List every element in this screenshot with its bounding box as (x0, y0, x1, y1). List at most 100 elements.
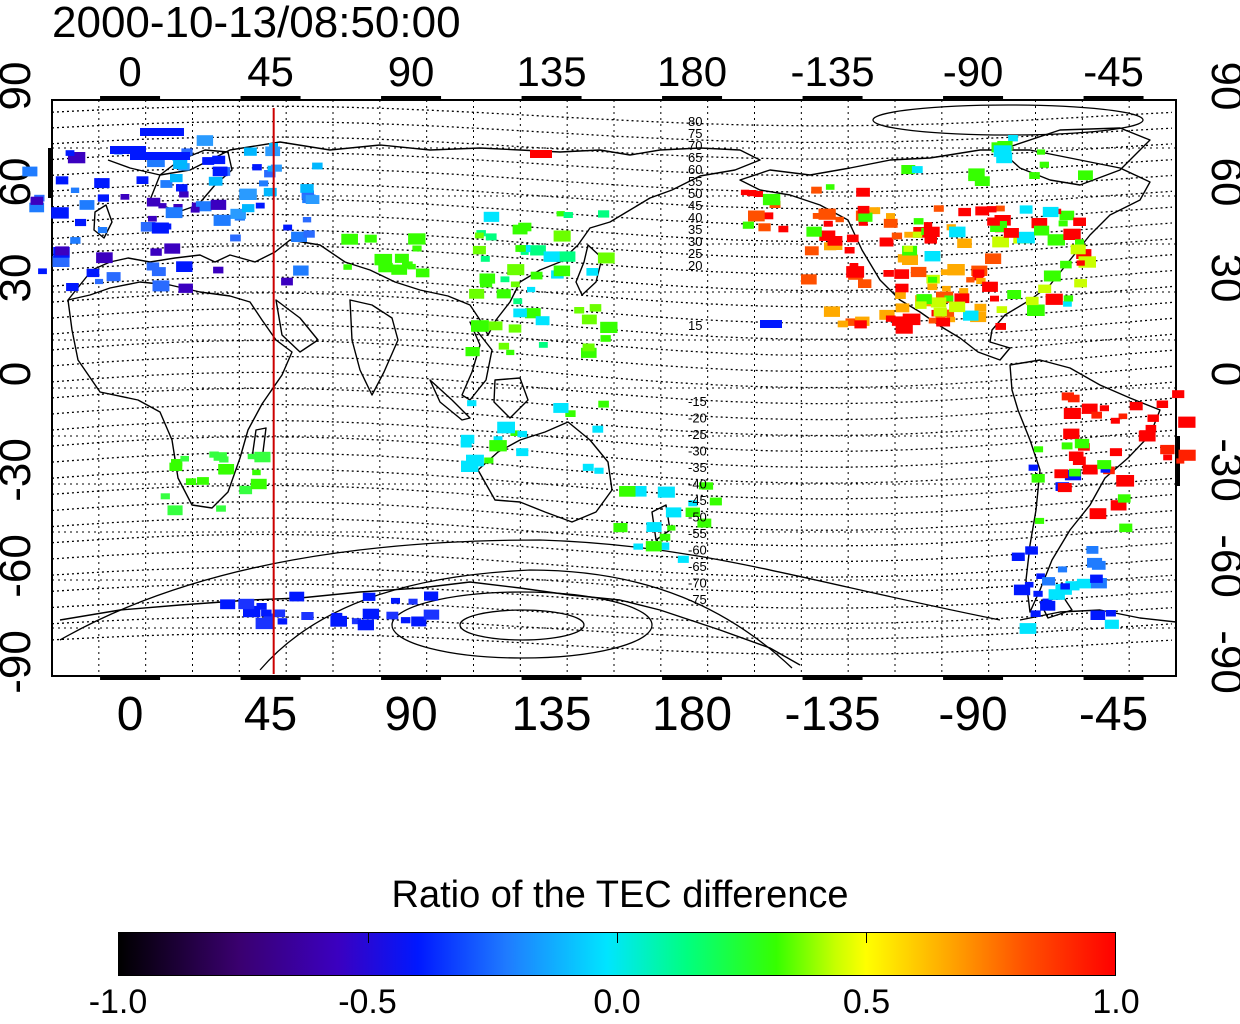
tec-cell (574, 307, 585, 314)
contour-label: -50 (688, 510, 707, 525)
tec-cell (942, 285, 951, 292)
tec-cell (1074, 279, 1087, 288)
tec-cell (949, 301, 966, 313)
contour-line (51, 550, 1173, 578)
tec-cell (469, 288, 485, 299)
tec-cell (300, 184, 314, 193)
coast-south-america (1009, 359, 1161, 613)
lon-tick-label-top: -45 (1083, 48, 1144, 95)
tec-cell (891, 232, 903, 240)
tec-cell (1082, 464, 1098, 475)
tec-cell (394, 253, 409, 263)
lon-tick-label-bottom: 90 (384, 688, 437, 741)
tec-cell (341, 233, 358, 245)
tec-cell (858, 219, 868, 226)
tec-cell (497, 421, 515, 434)
lon-tick-label-top: -135 (791, 48, 875, 95)
tec-cell (923, 222, 933, 228)
tec-cell (1060, 583, 1070, 590)
tec-cell (597, 252, 615, 264)
tec-cell (1073, 217, 1086, 226)
tec-cell (220, 599, 236, 610)
colorbar-tick-label: 0.5 (842, 983, 891, 1021)
tec-cell (974, 303, 987, 312)
tec-cell (1019, 205, 1033, 214)
lon-tick-label-bottom: -45 (1079, 688, 1148, 741)
tec-cell (600, 321, 618, 333)
tec-cell (954, 293, 970, 304)
tec-cell (1054, 469, 1069, 479)
tec-cell (147, 155, 165, 168)
coast-borneo (493, 377, 529, 419)
tec-cell (1019, 623, 1037, 634)
contour-label: 55 (688, 174, 702, 189)
contour-line (51, 616, 1173, 640)
tec-cell (553, 230, 571, 242)
contour-label: -70 (688, 576, 707, 591)
contour-line (51, 292, 1173, 324)
tec-cell (685, 507, 700, 517)
coastlines (59, 127, 1177, 666)
tec-cell (202, 157, 215, 165)
tec-cell (846, 266, 865, 278)
tec-cell (343, 264, 352, 270)
tec-cell (364, 234, 377, 243)
tec-cell (837, 320, 849, 328)
tec-cell (553, 265, 571, 277)
tec-cell (849, 263, 859, 269)
tec-cell (1078, 170, 1093, 181)
lon-tick-label-top: 135 (517, 48, 587, 95)
coast-eurasia (67, 141, 761, 336)
tec-cell (255, 202, 265, 209)
tec-cell (423, 609, 440, 620)
contour-line (51, 403, 1173, 437)
contour-line (51, 105, 1173, 127)
tec-cell (412, 245, 422, 252)
tec-cell (513, 298, 523, 305)
tec-cell (846, 234, 859, 243)
tec-cell (742, 221, 754, 229)
tec-cell (894, 269, 910, 279)
tec-cell (581, 314, 597, 325)
contour-line (51, 167, 1173, 193)
contour-label: 70 (688, 138, 702, 153)
lon-tick-label-top: 90 (388, 48, 435, 95)
tec-cell (66, 283, 79, 292)
tec-cell (70, 187, 80, 193)
contour-label: 45 (688, 198, 702, 213)
lon-tick-label-top: -90 (943, 48, 1004, 95)
tec-cell (559, 251, 576, 262)
tec-cell (408, 233, 426, 245)
tec-cell (402, 261, 413, 269)
tec-cell (535, 316, 550, 326)
tec-cell (990, 221, 1007, 232)
lon-tick-label-bottom: 180 (652, 688, 732, 741)
tec-cell (1089, 508, 1107, 520)
tec-cell (485, 233, 497, 241)
tec-cell (657, 486, 675, 498)
lon-tick-label-bottom: 135 (512, 688, 592, 741)
tec-cell (190, 206, 200, 213)
tec-cell (515, 245, 526, 252)
tec-cell (1067, 394, 1080, 403)
tec-cell (946, 316, 956, 323)
tec-cell (1075, 239, 1085, 246)
coast-africa (67, 281, 293, 509)
tec-cell (825, 184, 835, 190)
tec-cell (1003, 228, 1019, 238)
tec-cell (1078, 256, 1096, 268)
tec-cell (391, 264, 408, 275)
tec-cell (467, 400, 477, 407)
tec-cell (1013, 584, 1031, 596)
contour-line (51, 276, 1173, 308)
tec-cell (740, 189, 750, 196)
tec-cell (883, 218, 898, 228)
tec-cell (302, 217, 312, 223)
tec-cell (966, 277, 975, 283)
contour-line (51, 436, 1173, 468)
tec-cell (903, 245, 913, 252)
tec-cell (386, 611, 399, 620)
tec-cell (1160, 444, 1175, 455)
tec-cell (1031, 474, 1045, 483)
